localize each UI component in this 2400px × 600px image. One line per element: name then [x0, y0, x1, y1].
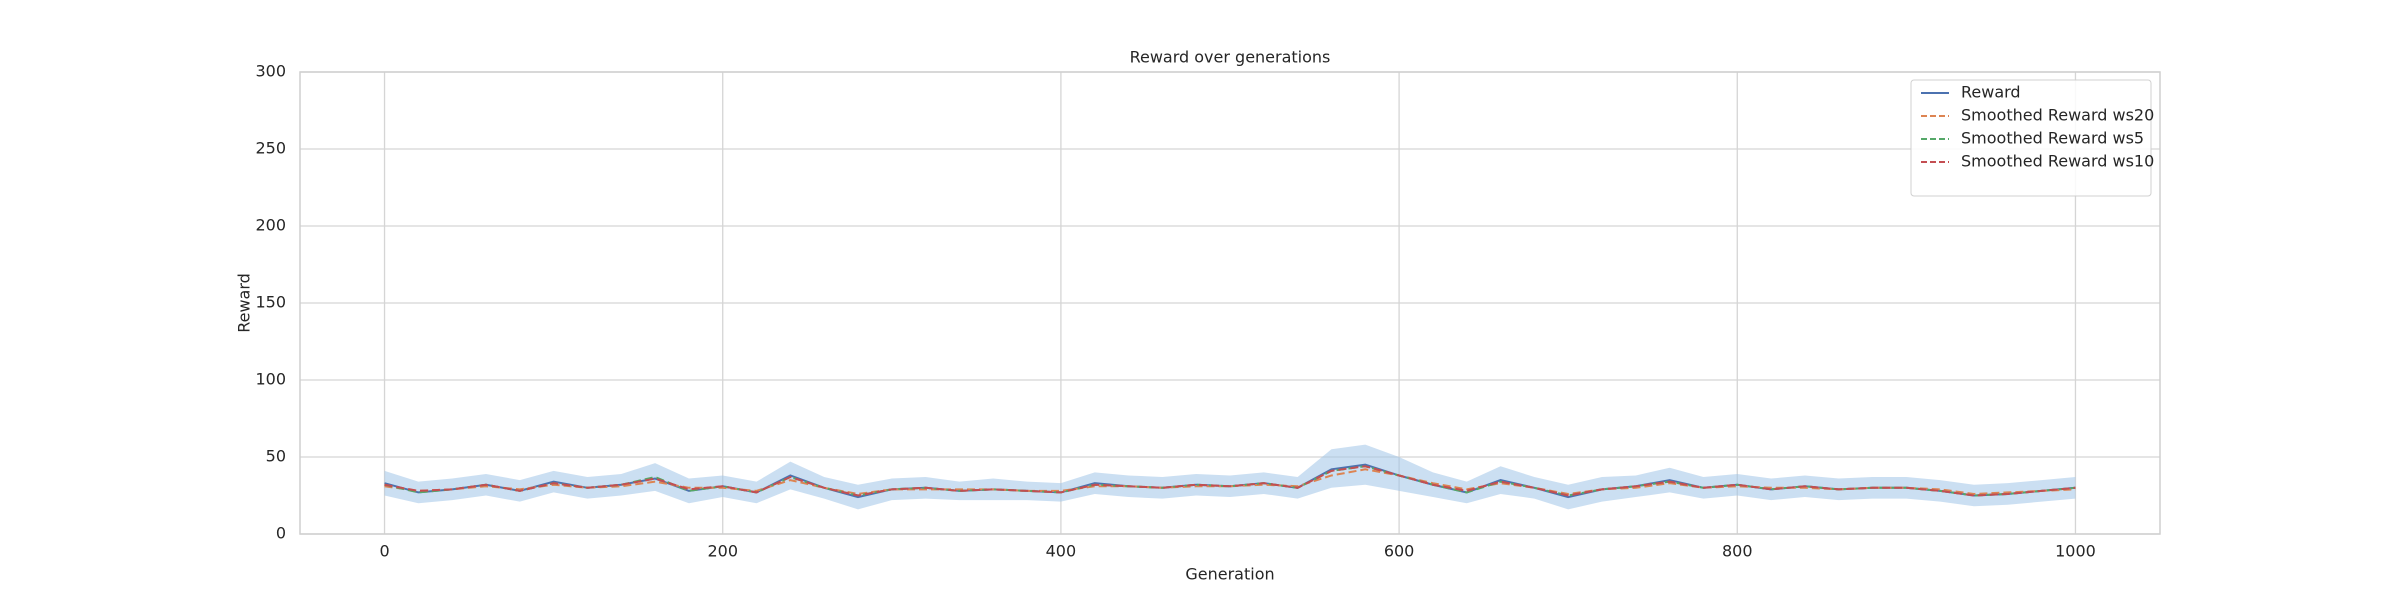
- x-tick-label: 1000: [2055, 542, 2096, 561]
- series-line: [384, 465, 2076, 497]
- y-tick-label: 100: [255, 370, 286, 389]
- x-tick-label: 800: [1722, 542, 1753, 561]
- x-tick-label: 0: [379, 542, 389, 561]
- error-band: [384, 444, 2076, 510]
- legend-label: Reward: [1961, 83, 2021, 102]
- chart-title: Reward over generations: [1130, 48, 1331, 67]
- x-tick-label: 200: [707, 542, 738, 561]
- legend-label: Smoothed Reward ws20: [1961, 106, 2154, 125]
- y-axis-label: Reward: [235, 273, 254, 333]
- y-tick-label: 300: [255, 62, 286, 81]
- y-tick-label: 150: [255, 293, 286, 312]
- legend-box: [1910, 79, 2152, 197]
- x-tick-label: 600: [1384, 542, 1415, 561]
- y-tick-label: 250: [255, 139, 286, 158]
- x-axis-label: Generation: [1185, 565, 1274, 584]
- y-tick-label: 200: [255, 216, 286, 235]
- x-tick-label: 400: [1046, 542, 1077, 561]
- legend-label: Smoothed Reward ws5: [1961, 129, 2144, 148]
- legend-label: Smoothed Reward ws10: [1961, 152, 2154, 171]
- y-tick-label: 50: [266, 447, 286, 466]
- y-tick-label: 0: [276, 524, 286, 543]
- plot-frame: [299, 71, 2161, 535]
